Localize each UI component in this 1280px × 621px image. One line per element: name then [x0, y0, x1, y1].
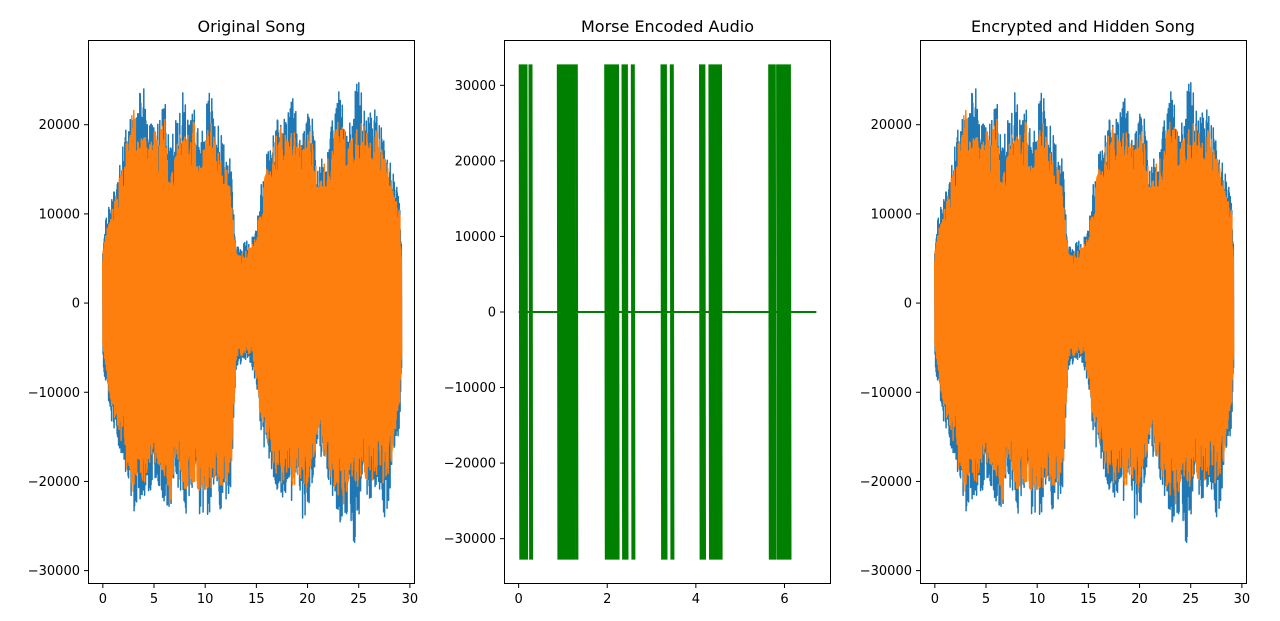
x-tick-label: 4: [692, 592, 700, 607]
x-tick-label: 20: [1131, 592, 1148, 607]
axes-frame: [920, 40, 1247, 584]
y-tick-label: 10000: [455, 230, 496, 245]
x-tick-label: 0: [514, 592, 522, 607]
y-tick-label: 10000: [871, 207, 912, 222]
y-tick-label: 30000: [455, 79, 496, 94]
tone-burst-2: [556, 64, 576, 560]
y-tick-label: −20000: [860, 475, 912, 490]
encrypted-and-hidden-song-panel: Encrypted and Hidden Song 0 5 10 15 20 25 30 −3…: [860, 17, 1250, 607]
x-tick-label: 15: [248, 592, 265, 607]
tone-burst-9: [699, 64, 706, 560]
y-tick-label: 0: [72, 297, 80, 312]
x-tick-label: 2: [603, 592, 611, 607]
axes-frame: [88, 40, 415, 584]
x-tick-label: 0: [931, 592, 939, 607]
x-tick-label: 0: [99, 592, 107, 607]
tone-burst-0: [518, 64, 529, 560]
y-tick-label: −20000: [28, 475, 80, 490]
morse-encoded-audio-panel: Morse Encoded Audio 0 2 4 6 −30000 −20000 −100…: [444, 17, 831, 607]
chart-title-morse-encoded-audio: Morse Encoded Audio: [581, 17, 754, 36]
x-tick-label: 10: [1029, 592, 1046, 607]
y-tick-label: −10000: [860, 386, 912, 401]
plot-area: [518, 64, 817, 560]
y-tick-label: 10000: [39, 207, 80, 222]
tone-burst-6: [630, 64, 636, 560]
y-tick-label: −30000: [444, 532, 496, 547]
series-0-line: [518, 64, 817, 560]
x-tick-label: 5: [150, 592, 158, 607]
plot-area: [102, 81, 403, 543]
x-tick-label: 15: [1080, 592, 1097, 607]
waveform-path: [934, 109, 1235, 505]
x-tick-label: 20: [299, 592, 316, 607]
tone-burst-7: [660, 64, 668, 560]
y-tick-label: −30000: [28, 564, 80, 579]
y-tick-label: 20000: [871, 118, 912, 133]
y-tick-label: −10000: [444, 381, 496, 396]
axes-frame: [504, 40, 831, 584]
original-song-panel: Original Song 0 5 10 15 20 25 30 −30000 −20000 −1…: [28, 17, 418, 607]
y-tick-label: 20000: [39, 118, 80, 133]
tone-burst-1: [528, 64, 534, 560]
tone-burst-12: [776, 64, 792, 560]
x-tick-label: 25: [350, 592, 367, 607]
tone-burst-5: [621, 64, 629, 560]
plot-area: [934, 81, 1235, 543]
y-tick-label: 0: [904, 297, 912, 312]
x-tick-label: 30: [1234, 592, 1251, 607]
tone-burst-4: [604, 64, 620, 560]
x-tick-label: 30: [402, 592, 419, 607]
tone-burst-11: [768, 64, 777, 560]
y-tick-label: −20000: [444, 457, 496, 472]
y-tick-label: −30000: [860, 564, 912, 579]
y-tick-label: −10000: [28, 386, 80, 401]
x-tick-label: 10: [197, 592, 214, 607]
series-1-line: [934, 109, 1235, 505]
tone-burst-8: [669, 64, 675, 560]
x-tick-label: 25: [1182, 592, 1199, 607]
y-tick-label: 20000: [455, 154, 496, 169]
chart-title-encrypted-and-hidden-song: Encrypted and Hidden Song: [971, 17, 1195, 36]
y-tick-label: 0: [488, 306, 496, 321]
waveform-path: [102, 109, 403, 505]
x-tick-label: 5: [982, 592, 990, 607]
series-1-line: [102, 109, 403, 505]
chart-title-original-song: Original Song: [198, 17, 306, 36]
x-tick-label: 6: [780, 592, 788, 607]
tone-burst-3: [575, 64, 579, 560]
tone-burst-10: [708, 64, 723, 560]
